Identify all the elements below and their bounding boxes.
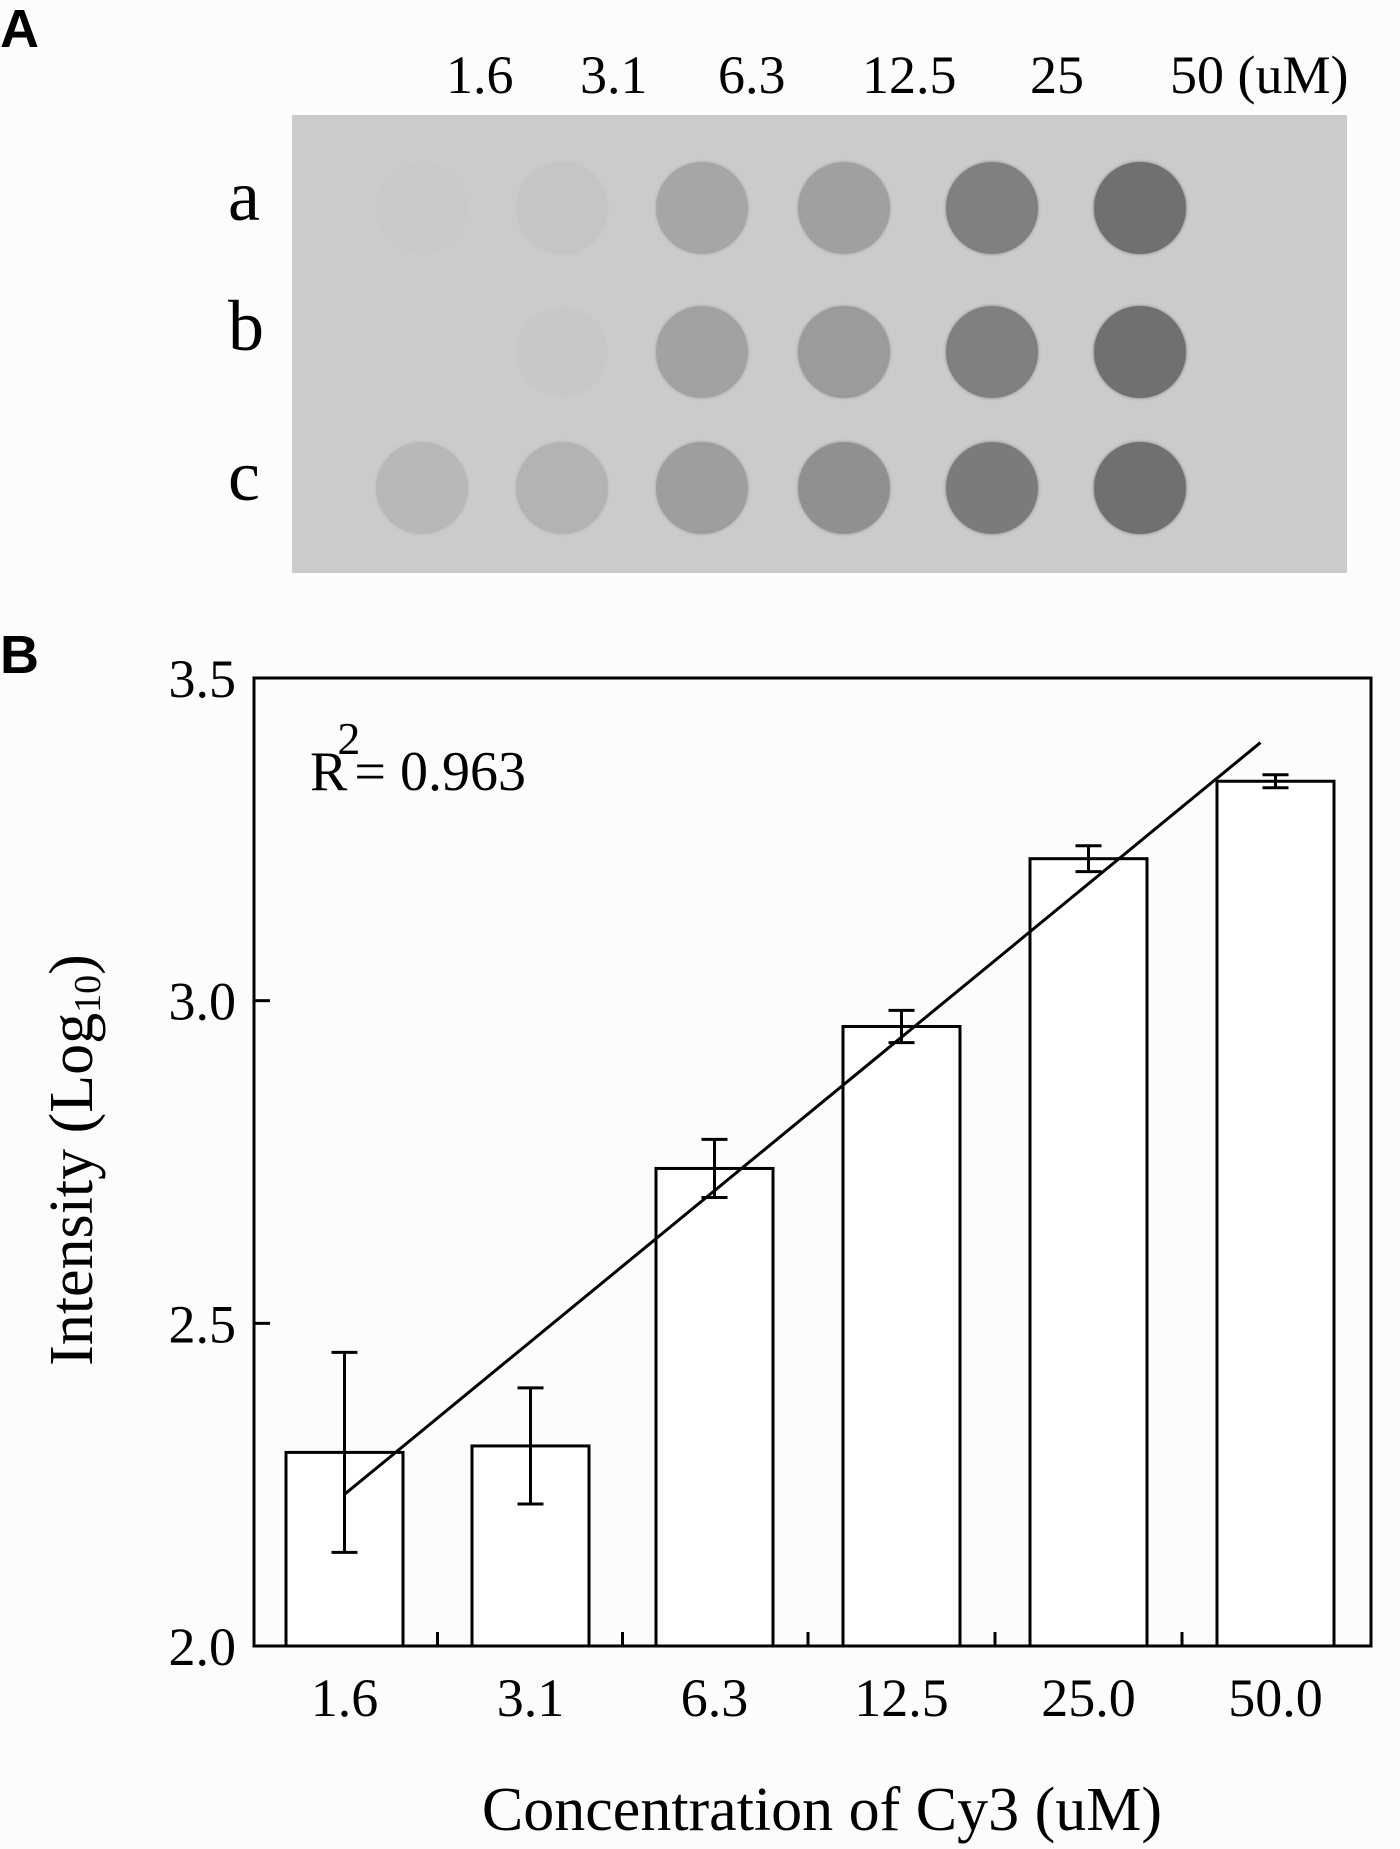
blot-spot (946, 442, 1038, 534)
y-axis-title: Intensity (Log10) (38, 954, 109, 1366)
row-label-b: b (228, 286, 264, 366)
y-axis-ticks: 2.0 2.5 3.0 3.5 (169, 649, 270, 1677)
row-label-a: a (228, 156, 260, 236)
conc-label-2: 3.1 (580, 45, 648, 105)
blot-spot (1094, 306, 1186, 398)
panel-a-label: A (0, 0, 39, 59)
blot-spot (376, 162, 468, 254)
x-tick-label: 1.6 (311, 1668, 379, 1728)
bar-12.5 (841, 1024, 962, 1648)
y-tick-label: 2.0 (169, 1617, 237, 1677)
blot-spot (656, 306, 748, 398)
r-squared-annotation: R2 = 0.963 (310, 713, 526, 803)
blot-spot (516, 442, 608, 534)
blot-spot (1094, 442, 1186, 534)
blot-spot (1094, 162, 1186, 254)
blot-spot (656, 162, 748, 254)
bar-series (284, 779, 1336, 1648)
conc-label-1: 1.6 (446, 45, 514, 105)
blot-spot (376, 306, 468, 398)
trend-line (343, 741, 1262, 1496)
conc-label-4: 12.5 (862, 45, 957, 105)
y-tick-label: 2.5 (169, 1294, 237, 1354)
panel-b-label: B (0, 625, 39, 685)
plot-frame (252, 676, 1373, 1648)
blot-spot (798, 442, 890, 534)
blot-spot (516, 162, 608, 254)
y-tick-label: 3.5 (169, 649, 237, 709)
x-tick-label: 3.1 (497, 1668, 565, 1728)
x-tick-label: 6.3 (681, 1668, 749, 1728)
dot-blot-membrane (292, 115, 1347, 573)
x-tick-label: 25.0 (1041, 1668, 1136, 1728)
conc-label-6: 50 (uM) (1170, 45, 1349, 105)
x-tick-label: 12.5 (854, 1668, 949, 1728)
conc-label-5: 25 (1030, 45, 1084, 105)
x-axis-title: Concentration of Cy3 (uM) (482, 1776, 1162, 1844)
y-tick-label: 3.0 (169, 972, 237, 1032)
blot-spot (798, 162, 890, 254)
blot-spot (376, 442, 468, 534)
conc-label-3: 6.3 (718, 45, 786, 105)
x-axis-ticks: 1.6 3.1 6.3 12.5 25.0 50.0 (311, 1632, 1323, 1728)
x-tick-label: 50.0 (1228, 1668, 1323, 1728)
blot-spot (798, 306, 890, 398)
bar-50.0 (1215, 779, 1336, 1648)
bar-6.3 (654, 1166, 775, 1648)
blot-spot (656, 442, 748, 534)
blot-spot (516, 306, 608, 398)
blot-spot (946, 306, 1038, 398)
bar-25.0 (1028, 857, 1149, 1648)
blot-spot (946, 162, 1038, 254)
row-label-c: c (228, 436, 260, 516)
